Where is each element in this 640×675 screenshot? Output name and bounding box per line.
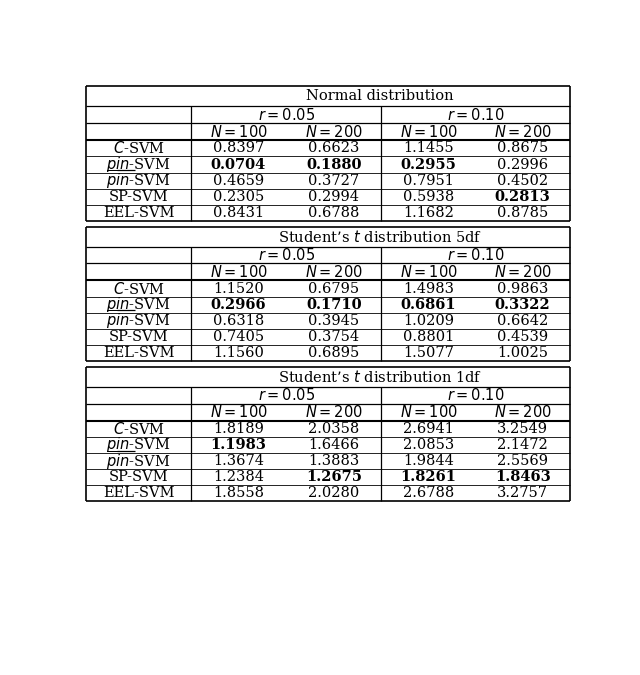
Text: 2.6788: 2.6788	[403, 486, 454, 500]
Text: 3.2549: 3.2549	[497, 422, 548, 435]
Text: 0.9863: 0.9863	[497, 281, 548, 296]
Text: $\overline{\mathit{pin}}$-SVM: $\overline{\mathit{pin}}$-SVM	[106, 450, 171, 472]
Text: 1.2384: 1.2384	[213, 470, 264, 484]
Text: 0.4502: 0.4502	[497, 173, 548, 188]
Text: 0.6788: 0.6788	[308, 206, 360, 220]
Text: Normal distribution: Normal distribution	[307, 89, 454, 103]
Text: 1.4983: 1.4983	[403, 281, 454, 296]
Text: 0.0704: 0.0704	[211, 157, 266, 171]
Text: 1.1455: 1.1455	[403, 141, 454, 155]
Text: 1.3674: 1.3674	[213, 454, 264, 468]
Text: $N = 100$: $N = 100$	[399, 404, 458, 420]
Text: 1.5077: 1.5077	[403, 346, 454, 360]
Text: $N = 200$: $N = 200$	[494, 124, 552, 140]
Text: $r = 0.05$: $r = 0.05$	[257, 387, 315, 403]
Text: $\mathit{pin}$-SVM: $\mathit{pin}$-SVM	[106, 155, 171, 174]
Text: 0.6895: 0.6895	[308, 346, 360, 360]
Text: 0.3754: 0.3754	[308, 330, 360, 344]
Text: $N = 100$: $N = 100$	[399, 264, 458, 280]
Text: 1.3883: 1.3883	[308, 454, 360, 468]
Text: 1.9844: 1.9844	[403, 454, 454, 468]
Text: $N = 100$: $N = 100$	[399, 124, 458, 140]
Text: 0.1880: 0.1880	[306, 157, 362, 171]
Text: 0.7951: 0.7951	[403, 173, 454, 188]
Text: 3.2757: 3.2757	[497, 486, 548, 500]
Text: SP-SVM: SP-SVM	[109, 470, 168, 484]
Text: 1.1682: 1.1682	[403, 206, 454, 220]
Text: 2.6941: 2.6941	[403, 422, 454, 435]
Text: 2.0358: 2.0358	[308, 422, 360, 435]
Text: $r = 0.10$: $r = 0.10$	[447, 247, 504, 263]
Text: $N = 200$: $N = 200$	[494, 404, 552, 420]
Text: 0.3727: 0.3727	[308, 173, 360, 188]
Text: $N = 200$: $N = 200$	[305, 404, 363, 420]
Text: SP-SVM: SP-SVM	[109, 190, 168, 204]
Text: 0.4539: 0.4539	[497, 330, 548, 344]
Text: EEL-SVM: EEL-SVM	[103, 346, 174, 360]
Text: $r = 0.10$: $r = 0.10$	[447, 107, 504, 123]
Text: $N = 200$: $N = 200$	[305, 264, 363, 280]
Text: 1.8463: 1.8463	[495, 470, 550, 484]
Text: 0.4659: 0.4659	[213, 173, 264, 188]
Text: $\overline{\mathit{pin}}$-SVM: $\overline{\mathit{pin}}$-SVM	[106, 309, 171, 333]
Text: $r = 0.10$: $r = 0.10$	[447, 387, 504, 403]
Text: 1.0025: 1.0025	[497, 346, 548, 360]
Text: 0.6642: 0.6642	[497, 314, 548, 328]
Text: 0.8785: 0.8785	[497, 206, 548, 220]
Text: 1.8558: 1.8558	[213, 486, 264, 500]
Text: $\mathit{pin}$-SVM: $\mathit{pin}$-SVM	[106, 435, 171, 454]
Text: $\mathit{C}$-SVM: $\mathit{C}$-SVM	[113, 421, 164, 437]
Text: 2.0280: 2.0280	[308, 486, 360, 500]
Text: 0.7405: 0.7405	[213, 330, 264, 344]
Text: $N = 200$: $N = 200$	[305, 124, 363, 140]
Text: $\mathit{pin}$-SVM: $\mathit{pin}$-SVM	[106, 295, 171, 314]
Text: 1.8189: 1.8189	[213, 422, 264, 435]
Text: 0.6623: 0.6623	[308, 141, 360, 155]
Text: $N = 100$: $N = 100$	[209, 124, 268, 140]
Text: 0.2955: 0.2955	[401, 157, 456, 171]
Text: $\overline{\mathit{pin}}$-SVM: $\overline{\mathit{pin}}$-SVM	[106, 169, 171, 192]
Text: EEL-SVM: EEL-SVM	[103, 206, 174, 220]
Text: 0.2966: 0.2966	[211, 298, 266, 312]
Text: 1.6466: 1.6466	[308, 438, 360, 452]
Text: 0.2996: 0.2996	[497, 157, 548, 171]
Text: 2.0853: 2.0853	[403, 438, 454, 452]
Text: $\mathit{C}$-SVM: $\mathit{C}$-SVM	[113, 281, 164, 296]
Text: $r = 0.05$: $r = 0.05$	[257, 247, 315, 263]
Text: EEL-SVM: EEL-SVM	[103, 486, 174, 500]
Text: 0.2305: 0.2305	[213, 190, 264, 204]
Text: 0.5938: 0.5938	[403, 190, 454, 204]
Text: 1.0209: 1.0209	[403, 314, 454, 328]
Text: 0.3322: 0.3322	[495, 298, 550, 312]
Text: Student’s $t$ distribution 5df: Student’s $t$ distribution 5df	[278, 229, 483, 244]
Text: 0.2994: 0.2994	[308, 190, 359, 204]
Text: Student’s $t$ distribution 1df: Student’s $t$ distribution 1df	[278, 369, 483, 385]
Text: $N = 100$: $N = 100$	[209, 264, 268, 280]
Text: $N = 100$: $N = 100$	[209, 404, 268, 420]
Text: 0.8801: 0.8801	[403, 330, 454, 344]
Text: 0.6795: 0.6795	[308, 281, 360, 296]
Text: SP-SVM: SP-SVM	[109, 330, 168, 344]
Text: 0.8431: 0.8431	[213, 206, 264, 220]
Text: 0.3945: 0.3945	[308, 314, 360, 328]
Text: 1.1983: 1.1983	[211, 438, 266, 452]
Text: $r = 0.05$: $r = 0.05$	[257, 107, 315, 123]
Text: 2.1472: 2.1472	[497, 438, 548, 452]
Text: 1.8261: 1.8261	[401, 470, 456, 484]
Text: 0.6861: 0.6861	[401, 298, 456, 312]
Text: 0.8397: 0.8397	[213, 141, 264, 155]
Text: 0.1710: 0.1710	[306, 298, 362, 312]
Text: 1.1520: 1.1520	[213, 281, 264, 296]
Text: 1.1560: 1.1560	[213, 346, 264, 360]
Text: $\mathit{C}$-SVM: $\mathit{C}$-SVM	[113, 140, 164, 157]
Text: $N = 200$: $N = 200$	[494, 264, 552, 280]
Text: 0.8675: 0.8675	[497, 141, 548, 155]
Text: 1.2675: 1.2675	[306, 470, 362, 484]
Text: 0.6318: 0.6318	[213, 314, 264, 328]
Text: 2.5569: 2.5569	[497, 454, 548, 468]
Text: 0.2813: 0.2813	[495, 190, 550, 204]
